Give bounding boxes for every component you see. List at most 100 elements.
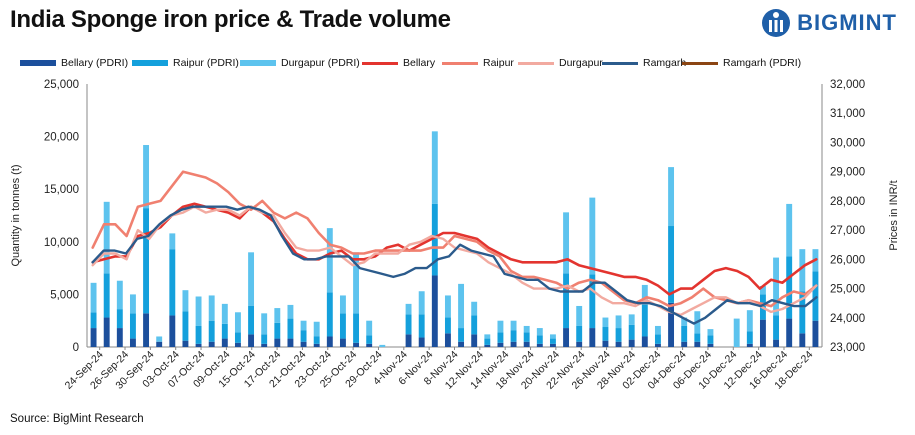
chart-title: India Sponge iron price & Trade volume [10,6,451,33]
bar-durgapur-pdri [300,320,307,331]
bar-durgapur-pdri [444,295,451,318]
bar-raipur-pdri [602,327,609,341]
bar-raipur-pdri [313,336,320,344]
bar-bellary-pdri [563,328,570,347]
bar-raipur-pdri [274,322,281,339]
bar-durgapur-pdri [379,344,386,347]
bar-bellary-pdri [287,338,294,347]
y-right-tick-label: 24,000 [830,313,865,325]
bar-durgapur-pdri [576,305,583,326]
bar-bellary-pdri [746,343,753,347]
bar-durgapur-pdri [313,321,320,337]
brand-logo: BIGMINT [761,6,897,40]
bar-durgapur-pdri [234,312,241,333]
brand-logo-icon [762,9,791,37]
bar-durgapur-pdri [681,317,688,326]
bar-raipur-pdri [195,325,202,344]
y-left-axis-label: Quantity in tonnes (t) [10,164,22,266]
bar-raipur-pdri [589,274,596,329]
bar-bellary-pdri [274,338,281,347]
bar-raipur-pdri [654,334,661,344]
bar-raipur-pdri [799,291,806,334]
bar-durgapur-pdri [615,315,622,329]
legend-swatch [602,61,638,65]
bar-raipur-pdri [248,305,255,335]
bar-bellary-pdri [221,338,228,347]
bar-raipur-pdri [353,313,360,343]
bar-bellary-pdri [707,343,714,347]
line-raipur [91,170,818,308]
bar-durgapur-pdri [549,334,556,339]
bar-bellary-pdri [300,341,307,347]
bar-bellary-pdri [313,343,320,347]
bar-bellary-pdri [195,343,202,347]
bar-bellary-pdri [431,275,438,347]
bar-raipur-pdri [234,332,241,343]
bar-bellary-pdri [615,341,622,347]
bar-durgapur-pdri [563,212,570,274]
legend-swatch [132,60,168,66]
bar-raipur-pdri [103,273,110,318]
bar-bellary-pdri [339,338,346,347]
bar-bellary-pdri [681,341,688,347]
bar-raipur-pdri [576,325,583,342]
bar-durgapur-pdri [799,249,806,292]
bar-bellary-pdri [103,317,110,347]
bar-raipur-pdri [221,323,228,339]
bar-durgapur-pdri [589,197,596,275]
legend-label: Ramgarh (PDRI) [723,57,802,69]
bar-bellary-pdri [812,320,819,347]
line-ramgarh [91,205,818,325]
bar-raipur-pdri [694,333,701,342]
bar-durgapur-pdri [484,334,491,339]
bar-durgapur-pdri [458,283,465,329]
bar-durgapur-pdri [182,290,189,312]
y-left-tick-label: 10,000 [44,237,79,249]
legend-label: Durgapur (PDRI) [281,57,360,69]
bar-bellary-pdri [116,328,123,347]
bar-durgapur-pdri [786,203,793,257]
bar-raipur-pdri [615,328,622,342]
bar-durgapur-pdri [353,252,360,314]
bar-raipur-pdri [129,313,136,339]
bar-raipur-pdri [431,203,438,276]
legend-item-durgapur: Durgapur [518,57,603,69]
bar-durgapur-pdri [208,295,215,321]
y-left-tick-label: 15,000 [44,184,79,196]
bar-raipur-pdri [628,324,635,340]
bar-durgapur-pdri [471,301,478,316]
line-durgapur [91,205,818,317]
y-right-tick-label: 28,000 [830,196,865,208]
bar-bellary-pdri [799,333,806,347]
legend-item-ramgarh-pdri: Ramgarh (PDRI) [682,57,801,69]
bar-raipur-pdri [746,331,753,344]
y-right-tick-label: 26,000 [830,254,865,266]
bar-bellary-pdri [523,341,530,347]
bar-durgapur-pdri [536,328,543,336]
bar-bellary-pdri [143,313,150,347]
bar-raipur-pdri [707,335,714,344]
y-right-tick-label: 30,000 [830,137,865,149]
bar-durgapur-pdri [143,145,150,209]
bar-raipur-pdri [523,332,530,342]
bar-bellary-pdri [418,337,425,347]
bar-raipur-pdri [773,315,780,340]
bar-durgapur-pdri [418,291,425,315]
bar-bellary-pdri [654,343,661,347]
y-right-tick-label: 32,000 [830,79,865,91]
bar-raipur-pdri [287,318,294,339]
bar-raipur-pdri [143,208,150,314]
bar-raipur-pdri [182,311,189,341]
bar-raipur-pdri [563,273,570,329]
bar-bellary-pdri [353,342,360,347]
bar-durgapur-pdri [733,318,740,347]
bar-durgapur-pdri [103,201,110,274]
bar-raipur-pdri [812,271,819,321]
bar-bellary-pdri [326,336,333,347]
bar-bellary-pdri [182,340,189,347]
y-right-axis-label: Prices in INR/t [888,180,900,250]
bar-durgapur-pdri [510,320,517,331]
bar-bellary-pdri [589,328,596,347]
bar-bellary-pdri [786,318,793,347]
bar-raipur-pdri [261,334,268,344]
